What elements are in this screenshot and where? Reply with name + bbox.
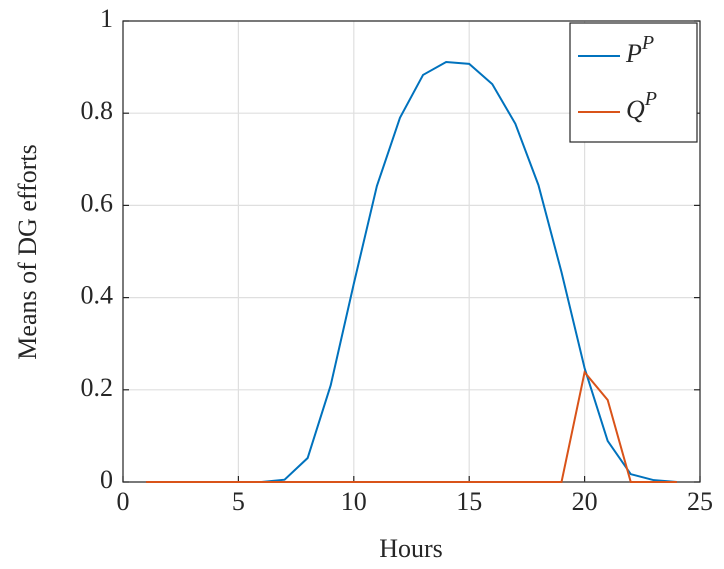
y-axis-label: Means of DG efforts [13, 144, 42, 359]
y-tick-label: 0.2 [81, 373, 114, 402]
x-tick-label: 20 [572, 487, 598, 516]
data-line [146, 370, 677, 483]
x-tick-label: 15 [456, 487, 482, 516]
x-tick-label: 5 [232, 487, 245, 516]
legend-label: PP [625, 32, 654, 68]
x-axis-label: Hours [379, 534, 443, 563]
x-tick-label: 0 [117, 487, 130, 516]
y-tick-label: 0.8 [81, 96, 114, 125]
y-tick-label: 1 [100, 4, 113, 33]
legend-label: QP [626, 88, 657, 124]
legend-box [569, 22, 698, 143]
x-tick-label: 25 [687, 487, 713, 516]
y-tick-label: 0.6 [81, 188, 114, 217]
x-tick-label: 10 [341, 487, 367, 516]
y-tick-label: 0.4 [81, 281, 114, 310]
y-tick-label: 0 [100, 465, 113, 494]
